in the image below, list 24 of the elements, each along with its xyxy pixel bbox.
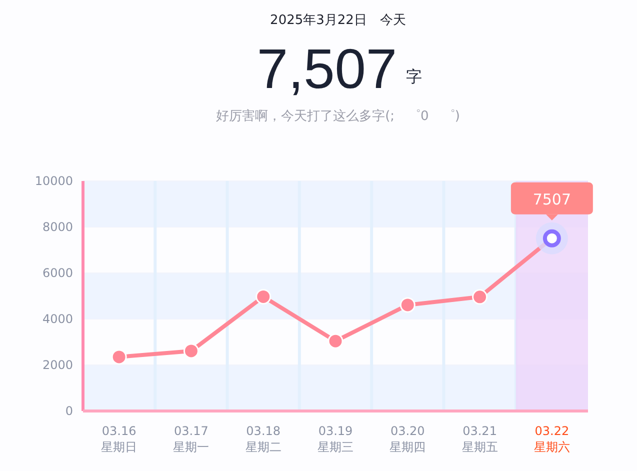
y-tick-label: 8000: [42, 220, 73, 234]
x-tick-label: 03.21 星期五: [462, 424, 498, 454]
y-tick-label: 4000: [42, 312, 73, 326]
point: [111, 349, 127, 365]
point: [472, 289, 488, 305]
x-tick-label: 03.16 星期日: [101, 424, 138, 454]
x-tick-label: 03.18 星期二: [245, 424, 282, 454]
chart-subtitle: 好厉害啊，今天打了这么多字(; ゜0 ゜): [216, 108, 460, 124]
x-tick-label: 03.20 星期四: [390, 424, 426, 454]
y-tick-label: 0: [65, 404, 73, 418]
chart-title: 2025年3月22日 今天: [270, 13, 406, 28]
y-tick-label: 10000: [34, 174, 73, 188]
point: [400, 297, 416, 313]
x-tick-label: 03.19 星期三: [318, 424, 354, 454]
text: 字: [406, 67, 422, 86]
y-tick-label: 6000: [42, 266, 73, 280]
x-tick-label: 03.17 星期一: [173, 424, 210, 454]
y-tick-label: 2000: [42, 358, 73, 372]
text: 7,507: [256, 37, 398, 100]
point: [256, 288, 272, 304]
x-tick-label: 03.22 星期六: [534, 424, 570, 454]
data-label: 7507: [532, 190, 572, 208]
point: [183, 343, 199, 359]
point: [328, 333, 344, 349]
